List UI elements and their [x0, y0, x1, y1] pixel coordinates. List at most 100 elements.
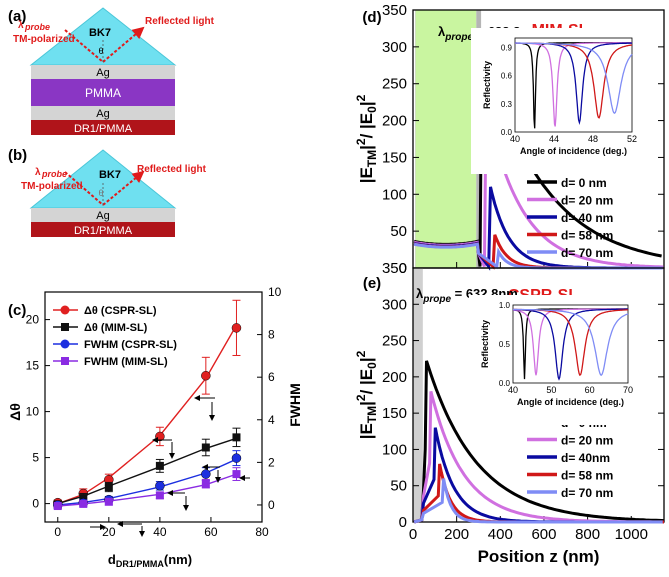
polarization-b: TM-polarized [21, 181, 83, 192]
legend-label: d= 40nm [561, 451, 610, 465]
legend-label: d= 58 nm [561, 229, 613, 243]
y-left-tick-label: 20 [26, 313, 40, 327]
legend-label: d= 70 nm [561, 246, 613, 260]
probe-symbol-b: λ [35, 167, 41, 178]
x-axis-label: Position z (nm) [478, 547, 600, 566]
chart-c: (c)0 20 40 60 80051015200246810dDR1/PMMA(nm)… [7, 285, 303, 569]
panel-b-schematic: (b) BK7 θ λ probe TM-polarized Reflected… [8, 147, 207, 237]
x-tick-label: 40 [153, 525, 167, 539]
inset-x-tick-label: 70 [623, 385, 633, 395]
prism-region [415, 10, 416, 268]
data-point [155, 461, 164, 470]
y-left-tick-label: 15 [26, 359, 40, 373]
prism-label-b: BK7 [99, 169, 121, 181]
theta-a: θ [98, 46, 103, 56]
inset-y-tick-label: 0.3 [501, 100, 513, 109]
legend-label: Δθ (CSPR-SL) [84, 305, 157, 317]
dr1-layer-b [31, 222, 175, 237]
y-axis-label: |ETM|2/ |E0|2 [354, 350, 379, 439]
ag-layer-2-a [31, 106, 175, 120]
pmma-layer-a [31, 79, 175, 106]
layer-label: DR1/PMMA [74, 123, 133, 135]
inset-frame [514, 37, 633, 133]
y-tick-label: 100 [382, 186, 407, 203]
inset-x-label: Angle of incidence (deg.) [520, 146, 627, 156]
incident-beam-a [64, 29, 104, 63]
ag-layer-b [31, 208, 175, 222]
y-right-tick-label: 2 [268, 455, 275, 469]
inset-x-tick-label: 52 [627, 134, 637, 144]
layer-label: Ag [96, 210, 109, 222]
inset-y-tick-label: 0.0 [499, 379, 511, 388]
inset-x-tick-label: 48 [588, 134, 598, 144]
x-tick-label: 0 [409, 526, 417, 543]
reflected-label-b: Reflected light [137, 164, 207, 175]
data-point [231, 323, 242, 333]
legend-label: d= 20 nm [561, 434, 613, 448]
data-point [201, 370, 211, 381]
inset-background [469, 295, 639, 425]
data-point [155, 491, 164, 500]
inset-y-label: Reflectivity [482, 61, 492, 109]
y-tick-label: 300 [382, 39, 407, 56]
y-right-tick-label: 8 [268, 328, 275, 342]
inset-y-label: Reflectivity [480, 320, 490, 368]
y-tick-label: 150 [382, 149, 407, 166]
probe-sub-b: probe [41, 169, 67, 179]
inset-y-tick-label: 0.0 [501, 128, 513, 137]
legend-label: d= 0 nm [561, 176, 607, 190]
legend-label: Δθ (MIM-SL) [84, 322, 148, 334]
y-left-tick-label: 0 [32, 497, 39, 511]
x-tick-label: 200 [444, 526, 469, 543]
field-curve [413, 478, 663, 524]
legend-label: d= 70 nm [561, 486, 613, 500]
polarization-a: TM-polarized [13, 34, 75, 45]
inset-y-tick-label: 1.0 [499, 301, 511, 310]
ag-region [413, 268, 423, 522]
panel-label: (e) [363, 275, 381, 292]
x-tick-label: 60 [204, 525, 218, 539]
data-point [231, 453, 242, 463]
probe-symbol-a: λ [18, 20, 24, 31]
y-tick-label: 350 [382, 260, 407, 277]
y-left-tick-label: 5 [32, 451, 39, 465]
data-point [232, 470, 241, 479]
reflectivity-curve [513, 308, 629, 376]
legend-marker [60, 339, 70, 349]
y-tick-label: 50 [390, 478, 407, 495]
y-right-tick-label: 4 [268, 413, 275, 427]
y-tick-label: 300 [382, 296, 407, 313]
dr1-layer-a [31, 120, 175, 135]
probe-sub-a: probe [24, 22, 50, 32]
x-tick-label: 400 [488, 526, 513, 543]
y-left-tick-label: 10 [26, 405, 40, 419]
theta-b: θ [98, 188, 103, 198]
reflectivity-curve [515, 42, 633, 115]
y-right-tick-label: 6 [268, 370, 275, 384]
panel-b-label: (b) [8, 147, 27, 164]
field-curve [413, 360, 665, 524]
inset-frame [512, 304, 629, 384]
y-tick-label: 250 [382, 333, 407, 350]
layer-label: Ag [96, 108, 109, 120]
reflected-label-a: Reflected light [145, 16, 215, 27]
data-point [201, 479, 210, 488]
y-tick-label: 0 [399, 514, 407, 531]
inset-x-tick-label: 40 [510, 134, 520, 144]
chart-d: 0 50 100 150 200 250 300 350 d= 0 nm d= 20 nm d= 4… [354, 2, 665, 277]
layer-label: DR1/PMMA [74, 225, 133, 237]
inset-x-tick-label: 60 [585, 385, 595, 395]
y-tick-label: 150 [382, 405, 407, 422]
x-tick-label: 80 [255, 525, 269, 539]
y-right-tick-label: 0 [268, 498, 275, 512]
y-tick-label: 100 [382, 441, 407, 458]
data-point [79, 499, 88, 508]
legend-label: FWHM (CSPR-SL) [84, 339, 177, 351]
data-point [104, 497, 113, 506]
y-right-axis-label: FWHM [287, 383, 303, 427]
legend-label: FWHM (MIM-SL) [84, 356, 168, 368]
panel-a-label: (a) [8, 8, 26, 25]
y-right-tick-label: 10 [268, 285, 282, 299]
